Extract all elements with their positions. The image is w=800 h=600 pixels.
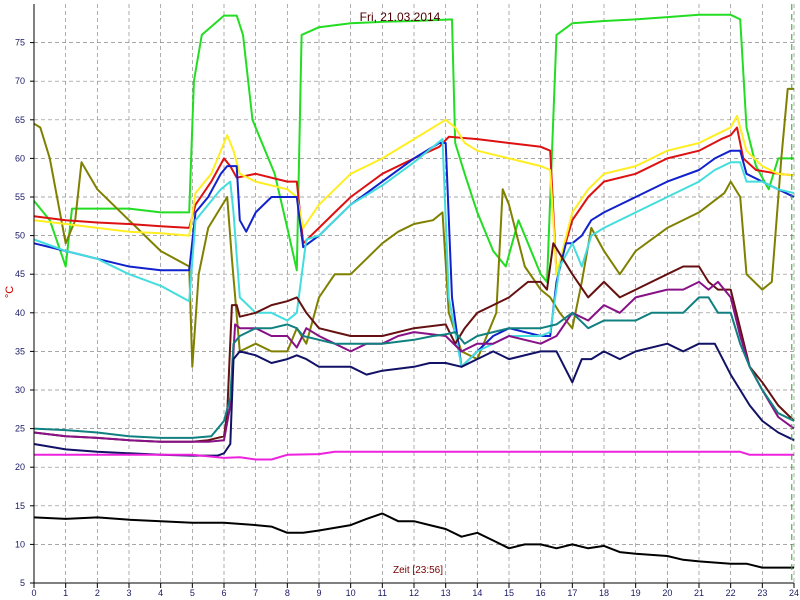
x-tick-label: 22 <box>726 588 736 598</box>
axis-ticks: 0 1 2 3 4 5 6 7 8 9 10 11 12 13 14 15 16 17 18 19 20 21 22 23 24… <box>15 38 799 598</box>
x-tick-label: 5 <box>190 588 195 598</box>
x-tick-label: 4 <box>158 588 163 598</box>
series-lines <box>33 13 795 569</box>
series-line-8 <box>33 280 795 443</box>
x-axis-label: Zeit [23:56] <box>393 565 443 576</box>
x-tick-label: 14 <box>472 588 482 598</box>
x-tick-label: 11 <box>378 588 387 598</box>
chart-title: Fri, 21.03.2014 <box>360 10 441 24</box>
y-tick-label: 20 <box>15 462 25 472</box>
x-tick-label: 20 <box>662 588 672 598</box>
y-axis-label: °C <box>4 286 16 298</box>
y-tick-label: 15 <box>15 501 25 511</box>
x-tick-label: 18 <box>599 588 609 598</box>
series-line-2 <box>33 87 794 368</box>
y-tick-label: 75 <box>15 38 25 48</box>
x-tick-label: 19 <box>631 588 641 598</box>
x-tick-label: 7 <box>253 588 258 598</box>
x-tick-label: 21 <box>694 588 704 598</box>
series-line-6 <box>33 138 795 368</box>
x-tick-label: 2 <box>95 588 100 598</box>
y-tick-label: 65 <box>15 115 25 125</box>
x-tick-label: 12 <box>409 588 419 598</box>
x-tick-label: 9 <box>316 588 321 598</box>
x-tick-label: 16 <box>536 588 546 598</box>
series-line-4 <box>33 114 795 276</box>
y-tick-label: 45 <box>15 269 25 279</box>
y-tick-label: 40 <box>15 308 25 318</box>
x-tick-label: 13 <box>441 588 451 598</box>
series-line-10 <box>33 342 795 457</box>
y-tick-label: 55 <box>15 192 25 202</box>
x-tick-label: 1 <box>63 588 68 598</box>
x-tick-label: 8 <box>285 588 290 598</box>
x-tick-label: 0 <box>31 588 36 598</box>
y-tick-label: 35 <box>15 346 25 356</box>
x-tick-label: 6 <box>221 588 226 598</box>
series-line-1 <box>33 13 794 283</box>
series-line-7 <box>33 242 795 443</box>
y-tick-label: 30 <box>15 385 25 395</box>
y-tick-label: 70 <box>15 76 25 86</box>
x-tick-label: 23 <box>757 588 767 598</box>
x-tick-label: 3 <box>126 588 131 598</box>
gridlines <box>33 4 795 584</box>
x-tick-label: 17 <box>567 588 577 598</box>
x-tick-label: 15 <box>504 588 514 598</box>
y-tick-label: 10 <box>15 539 25 549</box>
x-tick-label: 24 <box>789 588 799 598</box>
y-tick-label: 5 <box>20 578 25 588</box>
y-tick-label: 50 <box>15 231 25 241</box>
y-tick-label: 25 <box>15 424 25 434</box>
x-tick-label: 10 <box>346 588 356 598</box>
y-tick-label: 60 <box>15 153 25 163</box>
series-line-11 <box>34 450 794 461</box>
series-line-12 <box>33 512 794 569</box>
series-line-9 <box>33 296 795 439</box>
